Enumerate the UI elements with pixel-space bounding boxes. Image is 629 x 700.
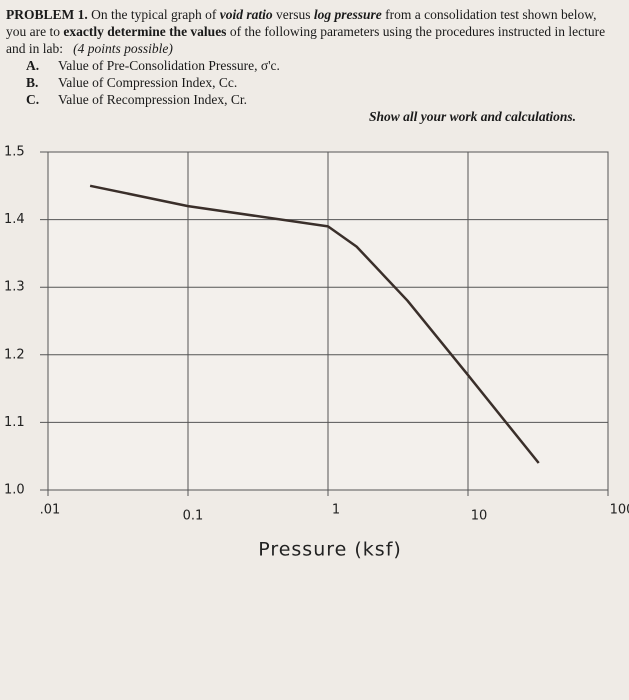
intro-text: void ratio <box>219 7 273 22</box>
x-tick-label: 0.1 <box>183 509 204 524</box>
x-tick-label: 10 <box>471 509 488 524</box>
y-tick-label: 1.0 <box>4 483 25 498</box>
y-tick-label: 1.3 <box>4 280 25 295</box>
data-line <box>89 184 540 464</box>
x-tick-label: 1 <box>332 503 340 518</box>
points: (4 points possible) <box>73 41 173 56</box>
y-tick-label: 1.4 <box>4 212 25 227</box>
item-text: Value of Compression Index, Cc. <box>58 75 238 90</box>
problem-label: PROBLEM 1. <box>6 7 88 22</box>
item-letter: C. <box>26 92 40 107</box>
intro-text: exactly determine the values <box>63 24 227 39</box>
y-tick-label: 1.1 <box>4 415 25 430</box>
intro-text: from a consolidation test shown below, y… <box>6 7 597 39</box>
problem: PROBLEM 1. On the typical graph of void … <box>0 6 620 124</box>
x-axis-label: Pressure (ksf) <box>258 539 402 561</box>
problem-intro: PROBLEM 1. On the typical graph of void … <box>6 6 620 57</box>
x-tick-label: 100 <box>610 503 629 518</box>
intro-text: of the following parameters using the pr… <box>6 24 606 56</box>
x-tick-label: .01 <box>40 503 61 518</box>
intro-text: versus <box>272 7 314 22</box>
note: Show all your work and calculations. <box>368 109 576 124</box>
item-text: Value of Pre-Consolidation Pressure, σ'c… <box>58 58 280 73</box>
intro-text: On the typical graph of <box>91 7 220 22</box>
chart: Pressure (ksf) 1.5 1.4 1.3 1.2 1.1 1.0 .01 0.1 1… <box>4 145 629 561</box>
intro-text: log pressure <box>313 7 382 22</box>
item-text: Value of Recompression Index, Cr. <box>58 92 247 107</box>
y-tick-label: 1.5 <box>4 145 25 160</box>
item: C. Value of Recompression Index, Cr. <box>26 91 620 108</box>
item-letter: A. <box>26 58 40 73</box>
y-tick-label: 1.2 <box>4 347 25 362</box>
item: B. Value of Compression Index, Cc. <box>26 74 620 91</box>
item-letter: B. <box>26 75 39 90</box>
item: A. Value of Pre-Consolidation Pressure, σ… <box>26 57 620 74</box>
